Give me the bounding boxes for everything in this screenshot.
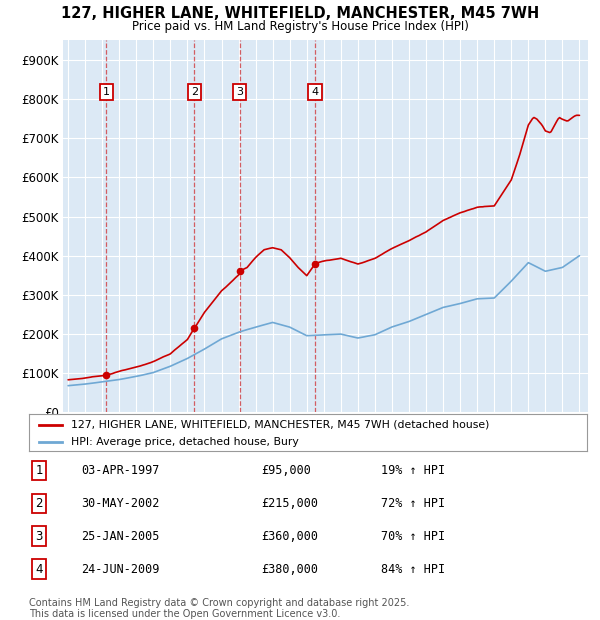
Text: 84% ↑ HPI: 84% ↑ HPI bbox=[381, 563, 445, 575]
Text: 72% ↑ HPI: 72% ↑ HPI bbox=[381, 497, 445, 510]
Text: 4: 4 bbox=[311, 87, 319, 97]
Text: Price paid vs. HM Land Registry's House Price Index (HPI): Price paid vs. HM Land Registry's House … bbox=[131, 20, 469, 33]
Text: 19% ↑ HPI: 19% ↑ HPI bbox=[381, 464, 445, 477]
Text: 127, HIGHER LANE, WHITEFIELD, MANCHESTER, M45 7WH (detached house): 127, HIGHER LANE, WHITEFIELD, MANCHESTER… bbox=[71, 420, 489, 430]
Text: 2: 2 bbox=[35, 497, 43, 510]
Text: 30-MAY-2002: 30-MAY-2002 bbox=[81, 497, 160, 510]
Text: 1: 1 bbox=[103, 87, 110, 97]
Text: 127, HIGHER LANE, WHITEFIELD, MANCHESTER, M45 7WH: 127, HIGHER LANE, WHITEFIELD, MANCHESTER… bbox=[61, 6, 539, 21]
Text: HPI: Average price, detached house, Bury: HPI: Average price, detached house, Bury bbox=[71, 437, 298, 447]
Text: £95,000: £95,000 bbox=[261, 464, 311, 477]
Text: This data is licensed under the Open Government Licence v3.0.: This data is licensed under the Open Gov… bbox=[29, 609, 340, 619]
Text: £360,000: £360,000 bbox=[261, 530, 318, 542]
Text: 3: 3 bbox=[236, 87, 243, 97]
Text: 1: 1 bbox=[35, 464, 43, 477]
Text: 4: 4 bbox=[35, 563, 43, 575]
Text: £380,000: £380,000 bbox=[261, 563, 318, 575]
Text: Contains HM Land Registry data © Crown copyright and database right 2025.: Contains HM Land Registry data © Crown c… bbox=[29, 598, 409, 608]
Text: 70% ↑ HPI: 70% ↑ HPI bbox=[381, 530, 445, 542]
Text: 2: 2 bbox=[191, 87, 198, 97]
Text: 03-APR-1997: 03-APR-1997 bbox=[81, 464, 160, 477]
Text: £215,000: £215,000 bbox=[261, 497, 318, 510]
Text: 25-JAN-2005: 25-JAN-2005 bbox=[81, 530, 160, 542]
Text: 3: 3 bbox=[35, 530, 43, 542]
Text: 24-JUN-2009: 24-JUN-2009 bbox=[81, 563, 160, 575]
